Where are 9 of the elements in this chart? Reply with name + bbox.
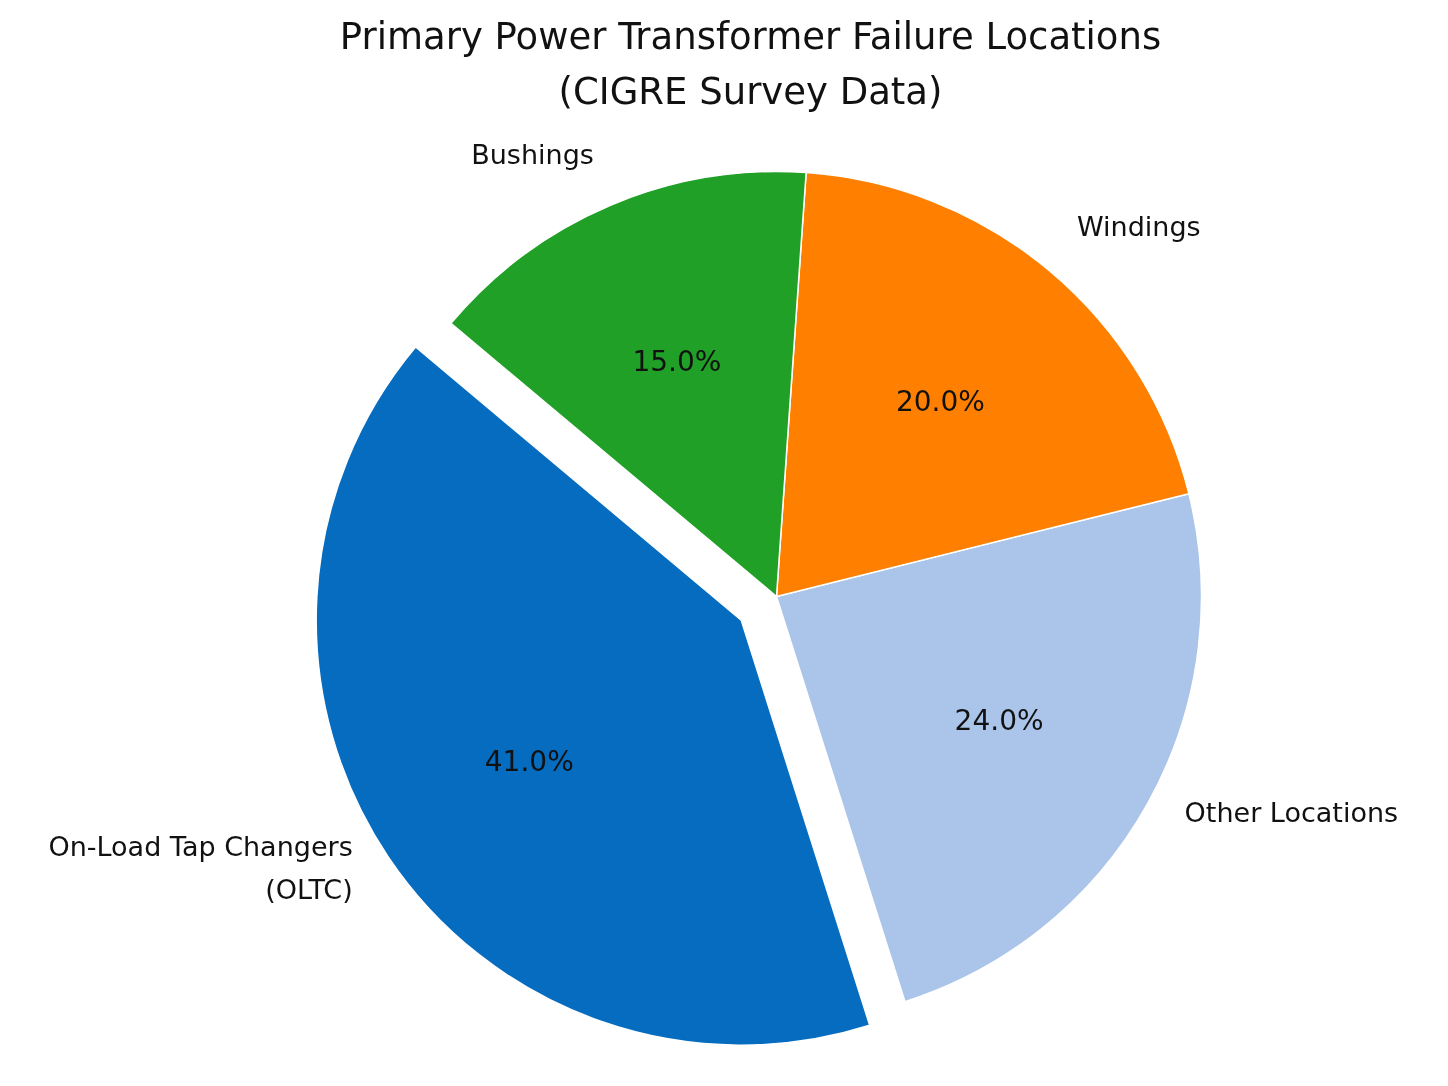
data-label: 20.0% [895,384,985,418]
slice-label: On-Load Tap Changers (OLTC) [48,831,353,906]
slice-label: Other Locations [1184,797,1399,829]
slice-label: Windings [1077,210,1201,242]
slice-label: Bushings [471,138,594,170]
data-label: 24.0% [954,704,1044,738]
data-label: 15.0% [632,345,722,379]
data-label: 41.0% [484,745,574,779]
chart-title: Primary Power Transformer Failure Locations (CIGRE Survey Data) [339,14,1162,114]
